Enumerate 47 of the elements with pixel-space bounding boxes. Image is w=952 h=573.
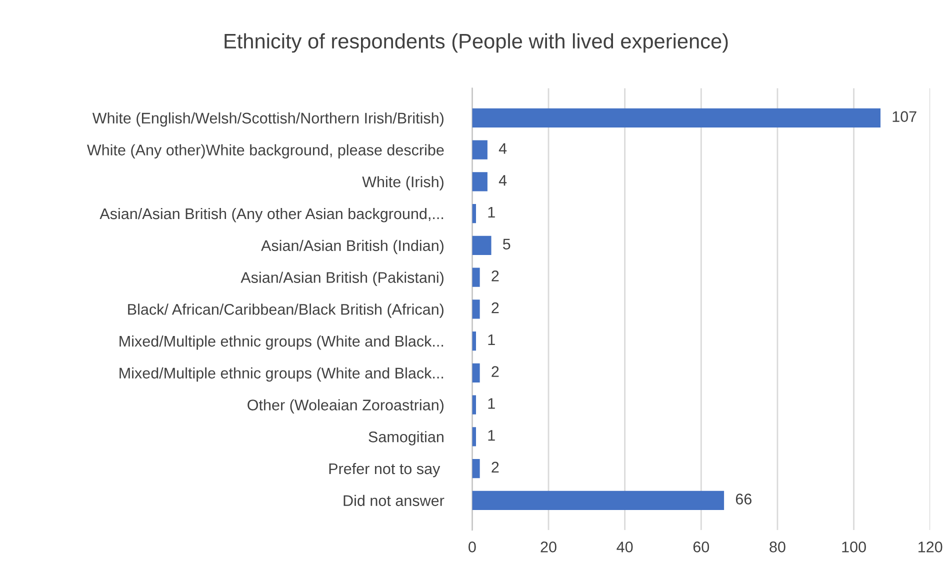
x-tick-label: 40	[616, 542, 633, 552]
y-tick-label: Asian/Asian British (Indian)	[261, 240, 444, 254]
bar	[472, 395, 476, 414]
bar	[472, 458, 480, 478]
y-tick-label: Other (Woleaian Zoroastrian)	[248, 399, 444, 414]
data-label: 1	[488, 430, 495, 441]
bar	[472, 108, 880, 128]
data-label: 2	[492, 270, 499, 282]
y-tick-label: Prefer not to say	[329, 462, 440, 478]
y-tick-label: White (Any other)White background, please describe	[87, 144, 444, 158]
bar	[472, 268, 480, 287]
data-label: 1	[488, 398, 495, 409]
x-tick-label: 120	[918, 542, 942, 552]
y-tick-label: Black/ African/Caribbean/Black British (African)	[128, 304, 444, 318]
bar	[472, 140, 488, 160]
bar	[472, 236, 492, 255]
y-tick-label: Mixed/Multiple ethnic groups (White and Black...	[120, 367, 444, 382]
data-label: 1	[488, 206, 495, 218]
x-tick-label: 60	[693, 542, 710, 552]
data-label: 5	[502, 238, 510, 250]
bar	[472, 172, 488, 192]
bar	[472, 204, 476, 224]
bar	[472, 300, 480, 319]
data-label: 2	[492, 462, 499, 472]
bar	[472, 490, 724, 510]
y-tick-label: White (Irish)	[362, 176, 444, 190]
data-label: 1	[488, 334, 495, 345]
bar	[472, 427, 476, 446]
data-label: 66	[736, 494, 752, 504]
y-tick-label: Asian/Asian British (Any other Asian background,...	[100, 208, 444, 222]
y-tick-label: Mixed/Multiple ethnic groups (White and Black...	[120, 335, 444, 350]
y-tick-label: Asian/Asian British (Pakistani)	[240, 272, 444, 286]
x-tick-label: 80	[770, 542, 786, 552]
y-tick-label: White (English/Welsh/Scottish/Northern Irish/British)	[92, 112, 444, 127]
x-tick-label: 20	[540, 542, 556, 552]
chart-title: Ethnicity of respondents (People with lived experience)	[224, 33, 728, 53]
x-tick-label: 0	[468, 542, 476, 552]
data-label: 2	[492, 366, 499, 377]
y-tick-label: Samogitian	[368, 431, 444, 446]
bar	[472, 363, 480, 382]
x-tick-label: 100	[842, 542, 866, 552]
data-label: 4	[498, 175, 507, 186]
data-label: 2	[492, 302, 499, 314]
bar	[472, 331, 476, 351]
data-label: 4	[498, 143, 507, 154]
y-tick-label: Did not answer	[344, 494, 444, 506]
data-label: 107	[892, 111, 916, 122]
